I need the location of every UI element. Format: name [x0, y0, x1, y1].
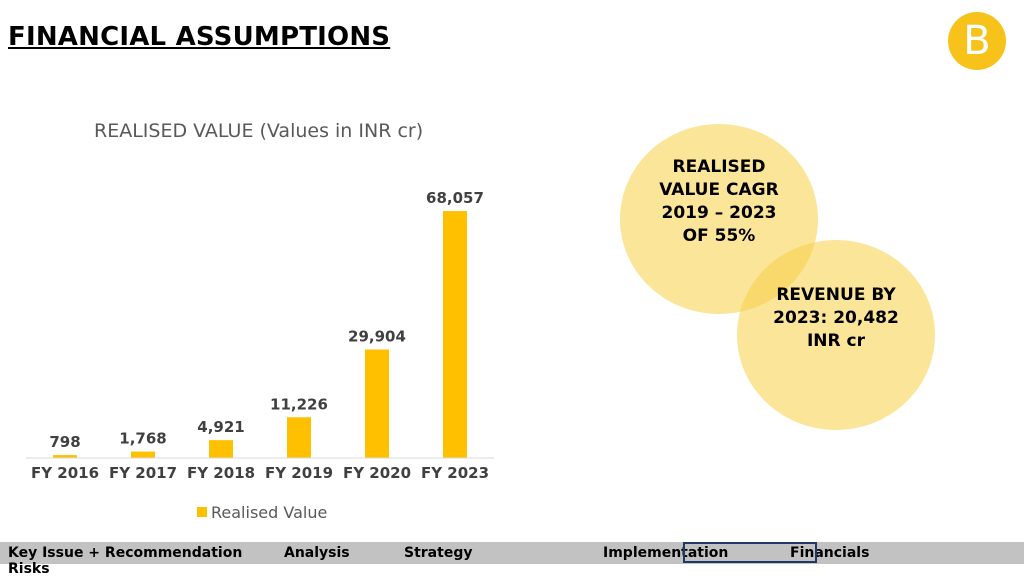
- section-nav-bar: Key Issue + Recommendation Analysis Stra…: [0, 542, 1024, 564]
- bar-1: [131, 451, 155, 458]
- x-tick-label-0: FY 2016: [31, 464, 99, 482]
- revenue-bubble-text: REVENUE BY 2023: 20,482 INR cr: [773, 284, 899, 351]
- revenue-bubble: REVENUE BY 2023: 20,482 INR cr: [737, 240, 935, 430]
- page-title: FINANCIAL ASSUMPTIONS: [8, 22, 391, 52]
- data-label-2: 4,921: [197, 418, 244, 436]
- chart-title: REALISED VALUE (Values in INR cr): [94, 120, 424, 142]
- data-label-4: 29,904: [348, 327, 406, 345]
- nav-item-implementation[interactable]: Implementation: [603, 545, 729, 561]
- data-label-3: 11,226: [270, 395, 328, 413]
- data-label-5: 68,057: [426, 189, 484, 207]
- data-label-0: 798: [49, 433, 80, 451]
- x-tick-label-4: FY 2020: [343, 464, 411, 482]
- nav-item-financials[interactable]: Financials: [790, 545, 870, 561]
- x-tick-label-3: FY 2019: [265, 464, 333, 482]
- nav-active-highlight: [683, 542, 817, 563]
- x-tick-label-1: FY 2017: [109, 464, 177, 482]
- x-tick-label-2: FY 2018: [187, 464, 255, 482]
- cagr-bubble-text: REALISED VALUE CAGR 2019 – 2023 OF 55%: [659, 157, 779, 246]
- bar-chart: 798 FY 2016 1,768 FY 2017 4,921 FY 2018 11,226…: [26, 189, 494, 522]
- legend-label: Realised Value: [211, 503, 327, 522]
- legend-swatch: [197, 507, 207, 517]
- bar-2: [209, 440, 233, 458]
- bar-0: [53, 455, 77, 458]
- brand-logo: B: [948, 12, 1006, 70]
- bar-3: [287, 417, 311, 458]
- nav-item-strategy[interactable]: Strategy: [404, 545, 473, 561]
- nav-item-key-issue[interactable]: Key Issue + Recommendation: [8, 545, 243, 561]
- bar-4: [365, 349, 389, 458]
- data-label-1: 1,768: [119, 430, 166, 448]
- x-tick-label-5: FY 2023: [421, 464, 489, 482]
- nav-item-analysis[interactable]: Analysis: [284, 545, 350, 561]
- bar-5: [443, 211, 467, 458]
- nav-item-risks[interactable]: Risks: [8, 561, 50, 577]
